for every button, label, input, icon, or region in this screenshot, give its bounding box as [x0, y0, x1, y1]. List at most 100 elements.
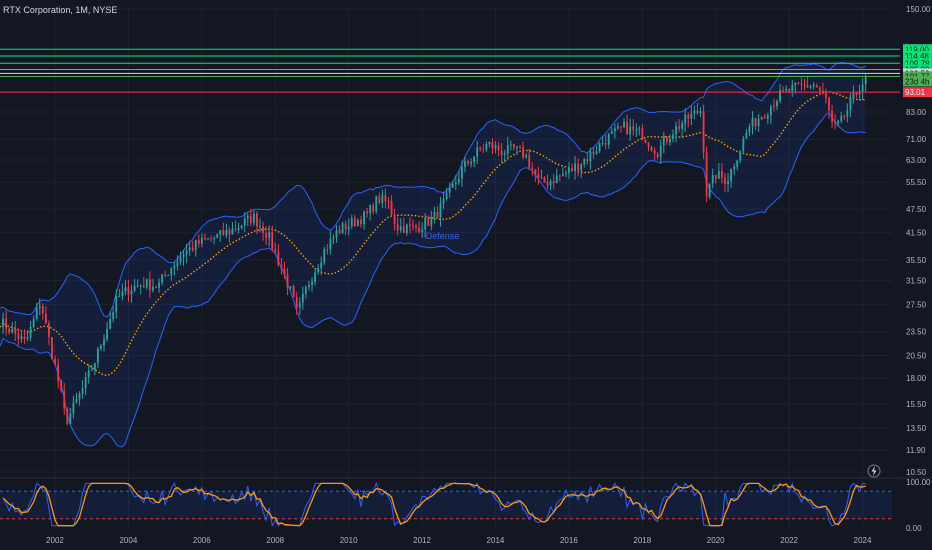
candle-body: [739, 150, 742, 161]
candle-body: [647, 142, 650, 147]
price-level-tag: 109.78: [903, 58, 932, 69]
candle-body: [623, 121, 625, 128]
candle-body: [711, 175, 714, 184]
candle-body: [568, 168, 570, 173]
price-level-tag-label: 114.48: [905, 52, 929, 61]
candle-body: [806, 85, 809, 88]
candle-body: [17, 333, 20, 339]
x-tick-label: 2014: [487, 536, 505, 545]
candle-body: [341, 223, 344, 233]
candle-body: [506, 144, 509, 154]
x-tick-label: 2024: [854, 536, 872, 545]
candle-body: [158, 282, 160, 288]
candle-body: [48, 323, 50, 338]
candle-body: [308, 284, 310, 288]
candle-body: [782, 89, 785, 91]
candle-body: [152, 287, 154, 291]
candle-body: [130, 290, 133, 295]
candle-body: [2, 318, 4, 328]
osc-tick-label: 0.00: [906, 524, 922, 533]
candle-body: [243, 218, 246, 226]
candle-body: [185, 250, 188, 255]
candle-body: [497, 145, 500, 151]
candle-body: [41, 306, 44, 314]
candle-body: [301, 293, 304, 303]
candle-body: [280, 265, 283, 269]
candle-body: [727, 181, 729, 185]
candle-body: [78, 393, 81, 400]
candle-body: [555, 175, 558, 184]
candle-body: [29, 326, 32, 338]
candle-body: [332, 237, 335, 239]
candle-body: [35, 307, 38, 319]
candle-body: [155, 287, 157, 289]
candle-body: [724, 177, 726, 185]
candle-body: [558, 175, 561, 177]
candle-body: [176, 261, 179, 267]
candle-body: [402, 226, 405, 233]
candle-body: [776, 100, 778, 107]
candle-body: [763, 117, 766, 119]
candle-body: [259, 226, 261, 228]
candle-body: [760, 117, 763, 120]
moving-average: [0, 90, 866, 376]
candle-body: [672, 134, 674, 139]
band-upper: [0, 62, 866, 318]
candle-body: [549, 181, 552, 186]
candle-body: [620, 126, 622, 128]
candle-body: [32, 318, 35, 327]
candle-body: [571, 168, 573, 171]
candle-body: [66, 408, 69, 425]
candle-body: [87, 370, 90, 378]
candle-body: [488, 141, 491, 144]
candle-body: [5, 318, 8, 329]
candle-body: [708, 183, 711, 197]
candle-body: [552, 181, 555, 184]
ma-line: [0, 90, 866, 376]
candle-body: [473, 156, 476, 163]
candle-body: [133, 286, 136, 291]
candle-body: [283, 268, 286, 275]
candle-body: [858, 92, 861, 95]
candle-body: [216, 234, 219, 238]
candle-body: [234, 228, 237, 230]
candle-body: [803, 84, 806, 86]
candle-body: [412, 225, 414, 227]
candle-body: [669, 138, 671, 143]
candle-body: [693, 110, 696, 114]
price-level-tag: 119.00: [903, 44, 932, 55]
annotation-defense: Defense: [426, 231, 460, 241]
candle-body: [457, 178, 460, 183]
candle-body: [751, 117, 754, 127]
candle-body: [191, 247, 194, 251]
candle-body: [320, 262, 323, 269]
candle-body: [436, 212, 439, 218]
candle-body: [721, 170, 723, 178]
candle-body: [451, 184, 454, 188]
candle-body: [831, 110, 833, 122]
candle-body: [225, 230, 228, 236]
candle-body: [311, 281, 313, 285]
candle-body: [317, 268, 320, 273]
candle-body: [519, 146, 521, 148]
candle-body: [23, 336, 26, 340]
candle-body: [139, 285, 142, 287]
candle-body: [194, 240, 197, 251]
candle-body: [353, 218, 356, 226]
candle-body: [730, 168, 733, 182]
candle-body: [757, 119, 760, 127]
x-tick-label: 2004: [119, 536, 137, 545]
candle-body: [167, 275, 170, 277]
lightning-icon[interactable]: [867, 464, 881, 478]
band-lower: [0, 112, 866, 448]
candle-body: [213, 237, 216, 239]
candle-body: [503, 153, 506, 155]
price-level-tag-label: 93.01: [905, 88, 926, 97]
candle-body: [613, 128, 616, 132]
candle-body: [304, 287, 307, 294]
candle-body: [54, 358, 56, 365]
candle-body: [295, 297, 298, 308]
candle-body: [855, 92, 858, 95]
